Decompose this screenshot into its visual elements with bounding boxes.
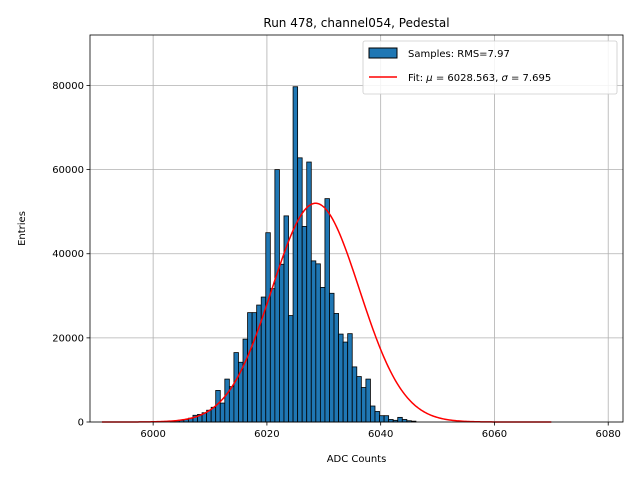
histogram-bar [333, 313, 339, 423]
legend-fit-sigma-symbol: σ [501, 73, 508, 84]
histogram-bar [319, 286, 326, 423]
y-axis-ticks: 0 20000 40000 60000 80000 [52, 81, 90, 429]
histogram-bar [347, 333, 353, 423]
histogram-bar [370, 405, 376, 423]
y-tick-label: 0 [78, 418, 84, 429]
x-axis-label: ADC Counts [327, 454, 387, 465]
histogram-bar [297, 157, 303, 423]
chart-title: Run 478, channel054, Pedestal [263, 16, 449, 30]
histogram-bar [274, 169, 280, 423]
histogram-bar [356, 376, 362, 423]
histogram-bar [219, 402, 226, 423]
histogram-bar [242, 338, 248, 423]
histogram-bar [288, 315, 294, 423]
histogram-bar [233, 352, 239, 423]
histogram-bar [351, 366, 358, 423]
y-tick-label: 40000 [52, 249, 84, 260]
histogram-bar [306, 161, 312, 423]
x-tick-label: 6060 [482, 429, 507, 440]
y-tick-label: 80000 [52, 81, 84, 92]
histogram-bar [279, 263, 285, 423]
plot-area [90, 35, 623, 422]
histogram-bar [224, 378, 230, 423]
legend-fit-label: Fit: μ = 6028.563, σ = 7.695 [408, 73, 551, 84]
histogram-bar [247, 312, 253, 423]
legend-box [362, 40, 618, 95]
legend: Samples: RMS=7.97 Fit: μ = 6028.563, σ =… [362, 40, 618, 95]
histogram-bar [374, 411, 380, 423]
histogram-bar [292, 86, 299, 423]
histogram-bar [315, 263, 321, 423]
x-axis-ticks: 6000 6020 6040 6060 6080 [140, 422, 621, 440]
x-tick-label: 6000 [140, 429, 165, 440]
legend-samples-label: Samples: RMS=7.97 [408, 49, 510, 60]
histogram-bar [329, 292, 335, 423]
histogram-bar [324, 198, 330, 423]
histogram-bar [365, 378, 371, 423]
legend-fit-prefix: Fit: [408, 73, 426, 84]
histogram-bar [379, 415, 385, 423]
histogram-bar [338, 333, 344, 423]
histogram-bar [269, 288, 276, 423]
x-tick-label: 6040 [368, 429, 393, 440]
legend-fit-mu-value: = 6028.563, [433, 73, 502, 84]
legend-fit-mu-symbol: μ [425, 73, 432, 84]
x-tick-label: 6080 [595, 429, 620, 440]
histogram-bar [360, 387, 367, 423]
histogram-bar [397, 416, 403, 423]
y-tick-label: 20000 [52, 333, 84, 344]
histogram-bar [228, 386, 235, 423]
histogram-bar [342, 341, 349, 423]
y-tick-label: 60000 [52, 165, 84, 176]
x-tick-label: 6020 [254, 429, 279, 440]
histogram-bar [251, 312, 258, 423]
histogram-bar [265, 232, 271, 423]
histogram-bar [301, 225, 308, 423]
histogram-bar [310, 260, 317, 423]
plot-frame [89, 34, 624, 423]
legend-fit-sigma-value: = 7.695 [508, 73, 551, 84]
legend-samples-swatch [368, 47, 398, 59]
histogram-bar [383, 415, 390, 423]
y-axis-label: Entries [17, 211, 28, 246]
histogram-bars [169, 86, 417, 423]
